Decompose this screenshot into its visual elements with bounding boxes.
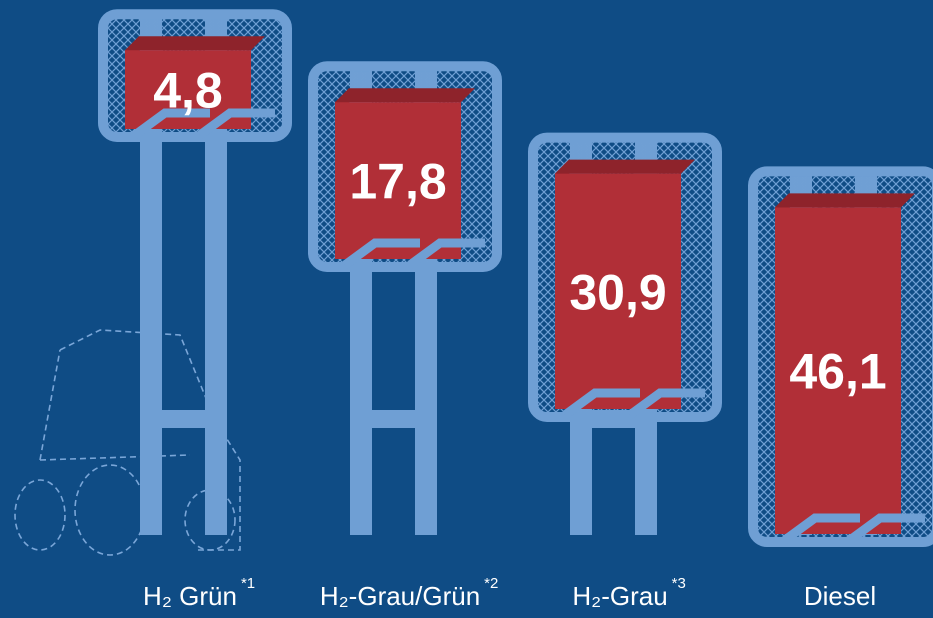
- rack-post: [140, 16, 162, 535]
- rack-bar: [350, 410, 437, 428]
- value-label: 46,1: [789, 344, 886, 400]
- hook: [782, 513, 860, 544]
- category-label: H₂-Grau/Grün: [320, 581, 480, 611]
- footnote-mark: *1: [241, 575, 255, 592]
- value-label: 4,8: [153, 63, 223, 119]
- bar: [775, 207, 901, 534]
- bar: [335, 102, 461, 259]
- footnote-mark: *3: [672, 575, 686, 592]
- hook: [847, 513, 925, 544]
- value-label: 17,8: [349, 154, 446, 210]
- bar-top: [125, 36, 265, 51]
- footnote-mark: *2: [484, 575, 498, 592]
- hook: [407, 238, 485, 269]
- hook: [197, 108, 275, 139]
- car-outline: [14, 329, 241, 556]
- rack-post: [205, 16, 227, 535]
- bar-top: [335, 88, 475, 103]
- hook: [132, 108, 210, 139]
- bar-top: [555, 159, 695, 174]
- rack-bar: [140, 410, 227, 428]
- hook: [342, 238, 420, 269]
- hook: [627, 388, 705, 419]
- category-label: H₂-Grau: [572, 581, 667, 611]
- hook: [562, 388, 640, 419]
- bar-top: [775, 193, 915, 208]
- category-label: H₂ Grün: [143, 581, 237, 611]
- bar: [555, 173, 681, 409]
- category-label: Diesel: [804, 581, 876, 611]
- value-label: 30,9: [569, 264, 666, 320]
